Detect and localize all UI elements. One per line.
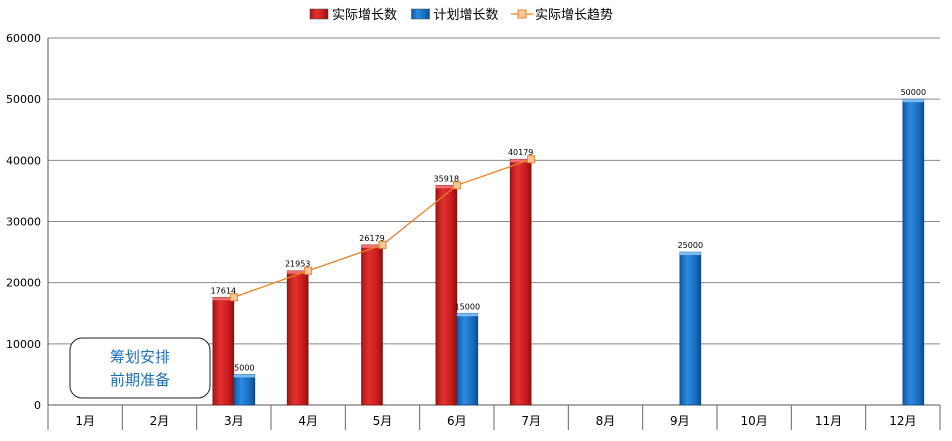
x-tick-label: 7月 [521, 414, 541, 428]
trend-point [229, 293, 238, 302]
bar [902, 98, 925, 406]
y-tick-label: 40000 [6, 154, 41, 167]
data-label: 25000 [678, 241, 703, 250]
legend-swatch [411, 8, 430, 20]
bar [286, 270, 309, 406]
bar [435, 185, 458, 406]
y-tick-label: 0 [34, 399, 41, 412]
data-label: 26179 [359, 234, 384, 243]
gridlines [48, 37, 940, 345]
x-tick-label: 5月 [373, 414, 393, 428]
bar-top-highlight [233, 374, 255, 378]
trend-point [527, 155, 536, 164]
bar-top-highlight [902, 99, 924, 103]
bar-top-highlight [679, 252, 701, 256]
x-tick-label: 12月 [889, 414, 916, 428]
bar [456, 312, 479, 406]
x-tick-label: 2月 [150, 414, 170, 428]
annotation-text: 前期准备 [110, 371, 170, 389]
bar-top-highlight [510, 159, 532, 163]
legend-label: 计划增长数 [434, 8, 499, 23]
data-label: 35918 [434, 174, 459, 183]
x-tick-label: 1月 [75, 414, 95, 428]
bar-top-highlight [361, 244, 383, 248]
legend: 实际增长数 计划增长数 实际增长趋势 [309, 7, 613, 23]
x-tick-label: 6月 [447, 414, 467, 428]
x-tick-label: 9月 [670, 414, 690, 428]
x-tick-label: 10月 [741, 414, 768, 428]
x-tick-label: 11月 [815, 414, 842, 428]
bars [212, 98, 925, 406]
bar-top-highlight [212, 297, 234, 301]
annotation-frame [69, 337, 211, 399]
trend-point [304, 266, 313, 275]
x-tick-label: 8月 [596, 414, 616, 428]
bar-top-highlight [287, 270, 309, 274]
bar [679, 251, 702, 406]
y-tick-label: 30000 [6, 216, 41, 229]
x-tick-label: 3月 [224, 414, 244, 428]
axes: 0 10000 20000 30000 40000 50000 60000 1月 2月 3月 4月 5… [6, 32, 941, 430]
bar [233, 374, 256, 406]
legend-label: 实际增长数 [332, 8, 397, 23]
data-label: 40179 [508, 148, 533, 157]
data-label: 21953 [285, 260, 310, 269]
bar [212, 296, 235, 406]
data-labels: 17614 21953 26179 35918 40179 5000 15000 25000 5… [211, 88, 926, 372]
bar-top-highlight [435, 185, 457, 189]
y-tick-label: 60000 [6, 32, 41, 45]
x-tick-label: 4月 [298, 414, 318, 428]
data-label: 15000 [455, 302, 480, 311]
trend-line [229, 155, 536, 302]
trend-point [378, 240, 387, 249]
legend-swatch [309, 8, 329, 20]
y-tick-label: 20000 [6, 277, 41, 290]
data-label: 50000 [901, 88, 926, 97]
legend-marker [517, 9, 527, 19]
data-label: 17614 [211, 286, 236, 295]
bar-top-highlight [456, 313, 478, 317]
trend-point [452, 181, 461, 190]
data-label: 5000 [234, 363, 254, 372]
annotation-text: 筹划安排 [110, 348, 170, 366]
y-tick-label: 10000 [6, 338, 41, 351]
bar [509, 158, 532, 406]
bar [361, 244, 383, 406]
legend-label: 实际增长趋势 [535, 7, 613, 23]
y-tick-label: 50000 [6, 93, 41, 106]
